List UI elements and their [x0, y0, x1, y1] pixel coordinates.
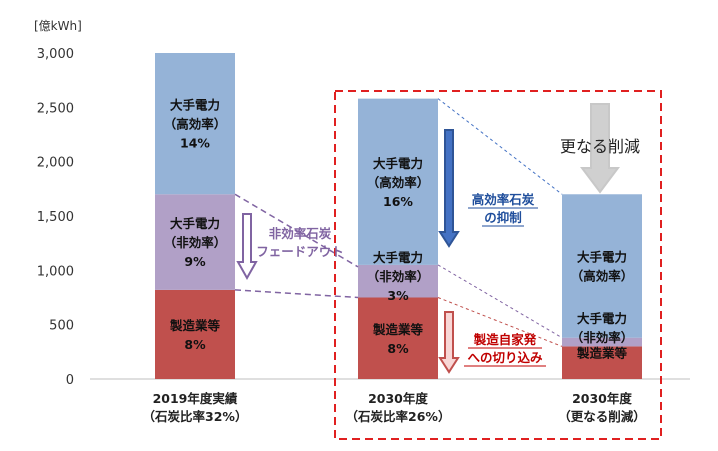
bar-segment-efficient — [358, 98, 438, 265]
bar-segment-label: （非効率） — [164, 235, 227, 250]
bar-segment-manufacturing — [155, 289, 235, 379]
connector-line — [437, 98, 563, 195]
bar-segment-label: 大手電力 — [373, 250, 423, 265]
y-tick-label: 1,000 — [37, 264, 74, 279]
y-tick-label: 2,000 — [37, 156, 74, 171]
category-label: 2030年度 — [368, 391, 428, 406]
category-label: （更なる削減） — [558, 409, 646, 424]
annotation-text: 製造自家発 — [473, 332, 537, 347]
y-tick-label: 1,500 — [37, 210, 74, 225]
bar-segment-label: （高効率） — [367, 175, 430, 190]
bar-segment-label: 8% — [387, 341, 409, 356]
connector-line — [234, 289, 359, 299]
annotation-text: の抑制 — [484, 210, 522, 225]
labels: 製造業等 8% 製造業等 8% 製造業等 大手電力 （非効率） 9% 大手電力 （非効率） 3% 大手… — [143, 98, 646, 424]
bar-segment-efficient — [155, 53, 235, 195]
bar-segment-label: 16% — [383, 194, 413, 209]
y-tick-label: 0 — [66, 373, 74, 388]
bar-segment-label: 3% — [387, 288, 409, 303]
bar-segment-efficient — [562, 194, 642, 338]
highlight-box — [334, 90, 662, 440]
bar-segment-label: （非効率） — [571, 330, 634, 345]
bar-segment-label: 14% — [180, 136, 210, 151]
bars — [155, 53, 642, 379]
y-tick-label: 500 — [49, 319, 74, 334]
annotation-text: フェードアウト — [256, 244, 344, 259]
category-label: 2019年度実績 — [153, 391, 238, 406]
bar-segment-manufacturing — [562, 346, 642, 379]
bar-segment-label: 大手電力 — [373, 156, 423, 171]
bar-segment-label: 大手電力 — [170, 98, 220, 113]
bar-segment-manufacturing — [358, 297, 438, 379]
bar-segment-label: 9% — [184, 254, 206, 269]
connector-line — [234, 193, 359, 268]
y-tick-label: 2,500 — [37, 101, 74, 116]
bar-segment-label: （非効率） — [367, 269, 430, 284]
down-arrow-icon — [236, 213, 258, 281]
bar-segment-label: 8% — [184, 337, 206, 352]
annotation-text: 非効率石炭 — [269, 226, 332, 241]
bar-segment-label: 製造業等 — [576, 346, 628, 361]
down-arrow-icon — [580, 103, 620, 194]
annotation-text: 高効率石炭 — [472, 192, 535, 207]
bar-segment-inefficient — [358, 264, 438, 298]
annotation-text: 更なる削減 — [560, 137, 640, 156]
bar-segment-label: 大手電力 — [170, 216, 220, 231]
bar-segment-inefficient — [155, 194, 235, 290]
bar-segment-inefficient — [562, 337, 642, 347]
category-label: 2030年度 — [572, 391, 632, 406]
down-arrow-icon — [438, 129, 460, 248]
category-label: （石炭比率32%） — [143, 409, 248, 424]
bar-segment-label: 大手電力 — [577, 311, 627, 326]
annotation-text: への切り込み — [467, 350, 543, 365]
connector-line — [437, 297, 563, 347]
connector-line — [437, 264, 563, 339]
bar-segment-label: （高効率） — [571, 268, 634, 283]
category-label: （石炭比率26%） — [346, 409, 451, 424]
bar-segment-label: 大手電力 — [577, 249, 627, 264]
bar-segment-label: 製造業等 — [372, 322, 424, 337]
down-arrow-icon — [438, 311, 460, 374]
bar-segment-label: （高効率） — [164, 117, 227, 132]
y-tick-label: 3,000 — [37, 47, 74, 62]
y-unit-label: [億kWh] — [34, 19, 82, 33]
bar-segment-label: 製造業等 — [169, 318, 221, 333]
